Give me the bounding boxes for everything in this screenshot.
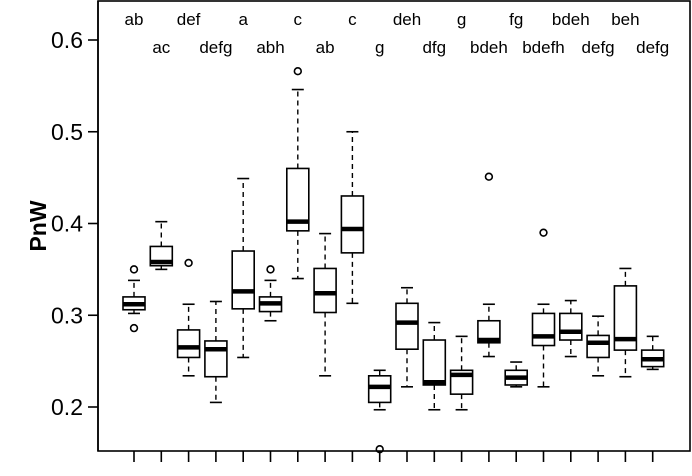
group-letter-label: defg — [582, 38, 615, 57]
outlier-point — [184, 258, 193, 268]
box-iqr — [285, 167, 310, 232]
box-iqr — [422, 339, 447, 386]
group-letter-label: def — [177, 10, 201, 29]
group-letter-label: g — [375, 38, 384, 57]
box-18 — [586, 315, 610, 377]
group-letter-label: fg — [509, 10, 523, 29]
y-tick-label: 0.6 — [51, 27, 83, 53]
group-letter-label: defg — [199, 38, 232, 57]
box-iqr — [395, 302, 419, 350]
box-iqr — [613, 285, 638, 351]
box-14 — [477, 172, 501, 358]
group-letter-label: deh — [393, 10, 421, 29]
group-letter-label: ac — [152, 38, 170, 57]
group-letter-label: bdeh — [470, 38, 508, 57]
y-axis-ticks: 0.2 0.3 0.4 0.5 0.6 — [51, 27, 98, 420]
outlier-point — [129, 265, 139, 274]
box-iqr — [313, 267, 337, 314]
outlier-point — [266, 265, 275, 274]
y-tick-label: 0.3 — [51, 302, 83, 328]
box-1 — [122, 265, 146, 333]
group-letter-label: a — [238, 10, 248, 29]
boxes — [122, 66, 665, 454]
box-6 — [258, 265, 283, 322]
y-tick-label: 0.4 — [51, 211, 83, 237]
group-letters: abacdefdefgaabhcabcgdehdfggbdehfgbdefhbd… — [125, 10, 670, 57]
y-axis-title: PnW — [25, 200, 51, 251]
outlier-point — [129, 323, 139, 333]
y-tick-label: 0.5 — [51, 119, 83, 145]
box-2 — [149, 220, 174, 271]
outlier-point — [293, 66, 302, 76]
group-letter-label: dfg — [422, 38, 446, 57]
box-4 — [204, 300, 228, 404]
box-20 — [640, 335, 665, 371]
box-iqr — [176, 329, 201, 359]
box-7 — [285, 66, 310, 280]
group-letter-label: bdeh — [552, 10, 590, 29]
box-8 — [313, 232, 337, 377]
group-letter-label: abh — [256, 38, 284, 57]
box-15 — [504, 361, 529, 388]
box-5 — [231, 177, 255, 359]
outlier-point — [484, 172, 494, 181]
group-letter-label: g — [457, 10, 466, 29]
box-16 — [531, 228, 556, 388]
box-iqr — [558, 312, 583, 341]
outlier-point — [539, 228, 548, 237]
box-iqr — [367, 375, 392, 404]
group-letter-label: c — [294, 10, 303, 29]
box-iqr — [231, 250, 255, 310]
box-11 — [395, 286, 419, 388]
x-axis-ticks — [133, 451, 654, 462]
group-letter-label: c — [348, 10, 357, 29]
box-12 — [422, 321, 447, 411]
box-10 — [367, 369, 392, 454]
group-letter-label: beh — [611, 10, 639, 29]
box-iqr — [477, 319, 501, 344]
box-iqr — [586, 334, 610, 359]
plot-frame — [97, 0, 691, 452]
box-9 — [340, 130, 365, 305]
group-letter-label: bdefh — [522, 38, 565, 57]
box-iqr — [531, 312, 556, 347]
box-iqr — [340, 195, 365, 254]
box-17 — [558, 299, 583, 358]
group-letter-label: defg — [636, 38, 669, 57]
group-letter-label: ab — [316, 38, 335, 57]
box-3 — [176, 258, 201, 377]
box-13 — [449, 335, 474, 411]
group-letter-label: ab — [125, 10, 144, 29]
y-tick-label: 0.2 — [51, 394, 83, 420]
box-19 — [613, 267, 638, 378]
box-iqr — [204, 340, 228, 378]
